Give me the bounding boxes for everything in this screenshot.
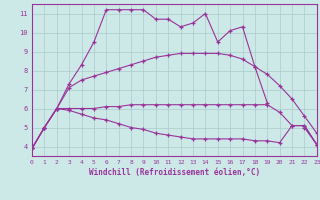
X-axis label: Windchill (Refroidissement éolien,°C): Windchill (Refroidissement éolien,°C) <box>89 168 260 177</box>
